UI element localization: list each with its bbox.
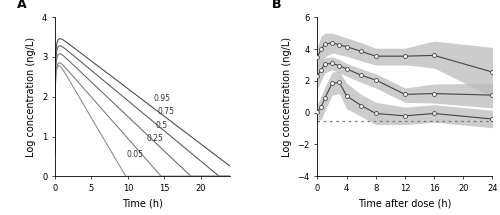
Y-axis label: Log concentration (ng/L): Log concentration (ng/L) (282, 37, 292, 157)
Text: 0.25: 0.25 (146, 134, 163, 143)
Text: 0.75: 0.75 (157, 107, 174, 116)
Text: 0.5: 0.5 (156, 121, 168, 130)
X-axis label: Time (h): Time (h) (122, 198, 163, 209)
Y-axis label: Log concentration (ng/L): Log concentration (ng/L) (26, 37, 36, 157)
Text: 0.95: 0.95 (154, 94, 170, 103)
Text: A: A (16, 0, 26, 11)
X-axis label: Time after dose (h): Time after dose (h) (358, 198, 452, 209)
Text: 0.05: 0.05 (126, 150, 144, 159)
Text: B: B (272, 0, 281, 11)
